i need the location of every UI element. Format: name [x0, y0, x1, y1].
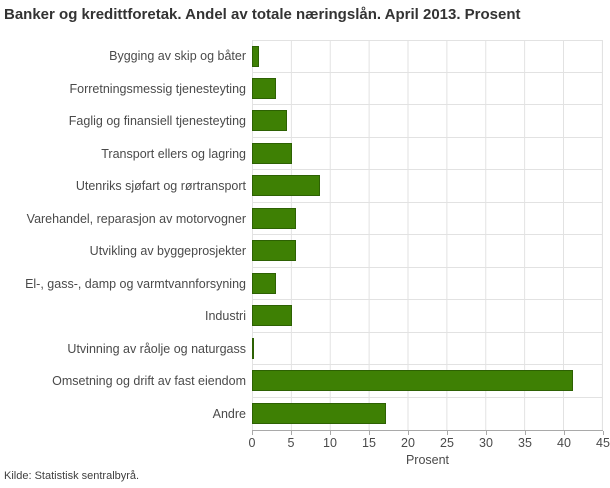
x-axis-line: [252, 430, 603, 431]
category-label: Omsetning og drift av fast eiendom: [52, 374, 246, 389]
x-axis-tick: [563, 431, 565, 435]
bar: [252, 77, 277, 99]
category-label: Bygging av skip og båter: [109, 49, 246, 64]
x-axis-tick-label: 35: [518, 436, 532, 450]
bar-track: [252, 40, 603, 73]
x-axis-tick-label: 30: [479, 436, 493, 450]
x-axis-tick-label: 15: [362, 436, 376, 450]
bar: [252, 403, 386, 425]
category-label: El-, gass-, damp og varmtvannforsyning: [25, 276, 246, 291]
chart-row: Industri: [0, 300, 610, 333]
x-axis-tick-label: 10: [323, 436, 337, 450]
x-axis-tick: [407, 431, 409, 435]
category-label: Transport ellers og lagring: [101, 146, 246, 161]
chart-row: Faglig og finansiell tjenesteyting: [0, 105, 610, 138]
category-label: Faglig og finansiell tjenesteyting: [68, 114, 246, 129]
x-axis-tick-label: 20: [401, 436, 415, 450]
bar-rows: Bygging av skip og båter Forretningsmessi…: [0, 40, 610, 430]
x-axis-tick-label: 40: [557, 436, 571, 450]
category-label: Industri: [205, 309, 246, 324]
x-axis-tick-label: 45: [596, 436, 610, 450]
chart-row: El-, gass-, damp og varmtvannforsyning: [0, 267, 610, 300]
category-label: Andre: [212, 406, 246, 421]
bar-track: [252, 137, 603, 170]
category-label: Utenriks sjøfart og rørtransport: [75, 179, 246, 194]
category-label: Forretningsmessig tjenesteyting: [69, 81, 246, 96]
chart-row: Andre: [0, 397, 610, 430]
bar: [252, 142, 292, 164]
chart-row: Omsetning og drift av fast eiendom: [0, 365, 610, 398]
x-axis-tick: [369, 431, 370, 435]
x-axis-tick-label: 5: [287, 436, 295, 450]
x-axis-title: Prosent: [405, 453, 450, 467]
x-axis-tick: [525, 431, 526, 435]
bar-track: [252, 332, 603, 365]
chart-row: Varehandel, reparasjon av motorvogner: [0, 202, 610, 235]
bar-track: [252, 72, 603, 105]
category-label: Utvinning av råolje og naturgass: [67, 341, 246, 356]
bar-track: [252, 170, 603, 203]
chart-row: Transport ellers og lagring: [0, 137, 610, 170]
bar-track: [252, 267, 603, 300]
x-axis-tick: [603, 431, 604, 435]
bar: [252, 370, 574, 392]
x-axis: 0 5 10 15 20 25 30 35 40 45 Prosent: [248, 430, 610, 469]
x-axis-ticks: [252, 431, 604, 435]
chart-row: Utenriks sjøfart og rørtransport: [0, 170, 610, 203]
x-axis-tick-labels: 0 5 10 15 20 25 30 35 40 45: [248, 436, 610, 452]
chart-row: Bygging av skip og båter: [0, 40, 610, 73]
bar-track: [252, 105, 603, 138]
chart-row: Forretningsmessig tjenesteyting: [0, 72, 610, 105]
x-axis-tick-label: 0: [248, 436, 256, 450]
bar: [252, 110, 287, 132]
bar-track: [252, 397, 603, 430]
source-note: Kilde: Statistisk sentralbyrå.: [4, 470, 140, 482]
bar-track: [252, 235, 603, 268]
chart-title: Banker og kredittforetak. Andel av total…: [4, 6, 521, 23]
bar: [252, 207, 297, 229]
category-label: Varehandel, reparasjon av motorvogner: [26, 211, 246, 226]
category-label: Utvikling av byggeprosjekter: [89, 244, 246, 259]
x-axis-tick: [447, 431, 448, 435]
bar: [252, 272, 277, 294]
x-axis-tick: [252, 431, 253, 435]
bar: [252, 175, 320, 197]
bar-track: [252, 365, 603, 398]
bar: [252, 337, 255, 359]
x-axis-tick-label: 25: [440, 436, 454, 450]
bar-track: [252, 300, 603, 333]
bar: [252, 45, 259, 67]
bar-track: [252, 202, 603, 235]
bar: [252, 305, 293, 327]
chart-row: Utvikling av byggeprosjekter: [0, 235, 610, 268]
x-axis-tick: [486, 431, 487, 435]
x-axis-tick: [290, 431, 292, 435]
x-axis-tick: [329, 431, 331, 435]
bar: [252, 240, 296, 262]
chart-row: Utvinning av råolje og naturgass: [0, 332, 610, 365]
